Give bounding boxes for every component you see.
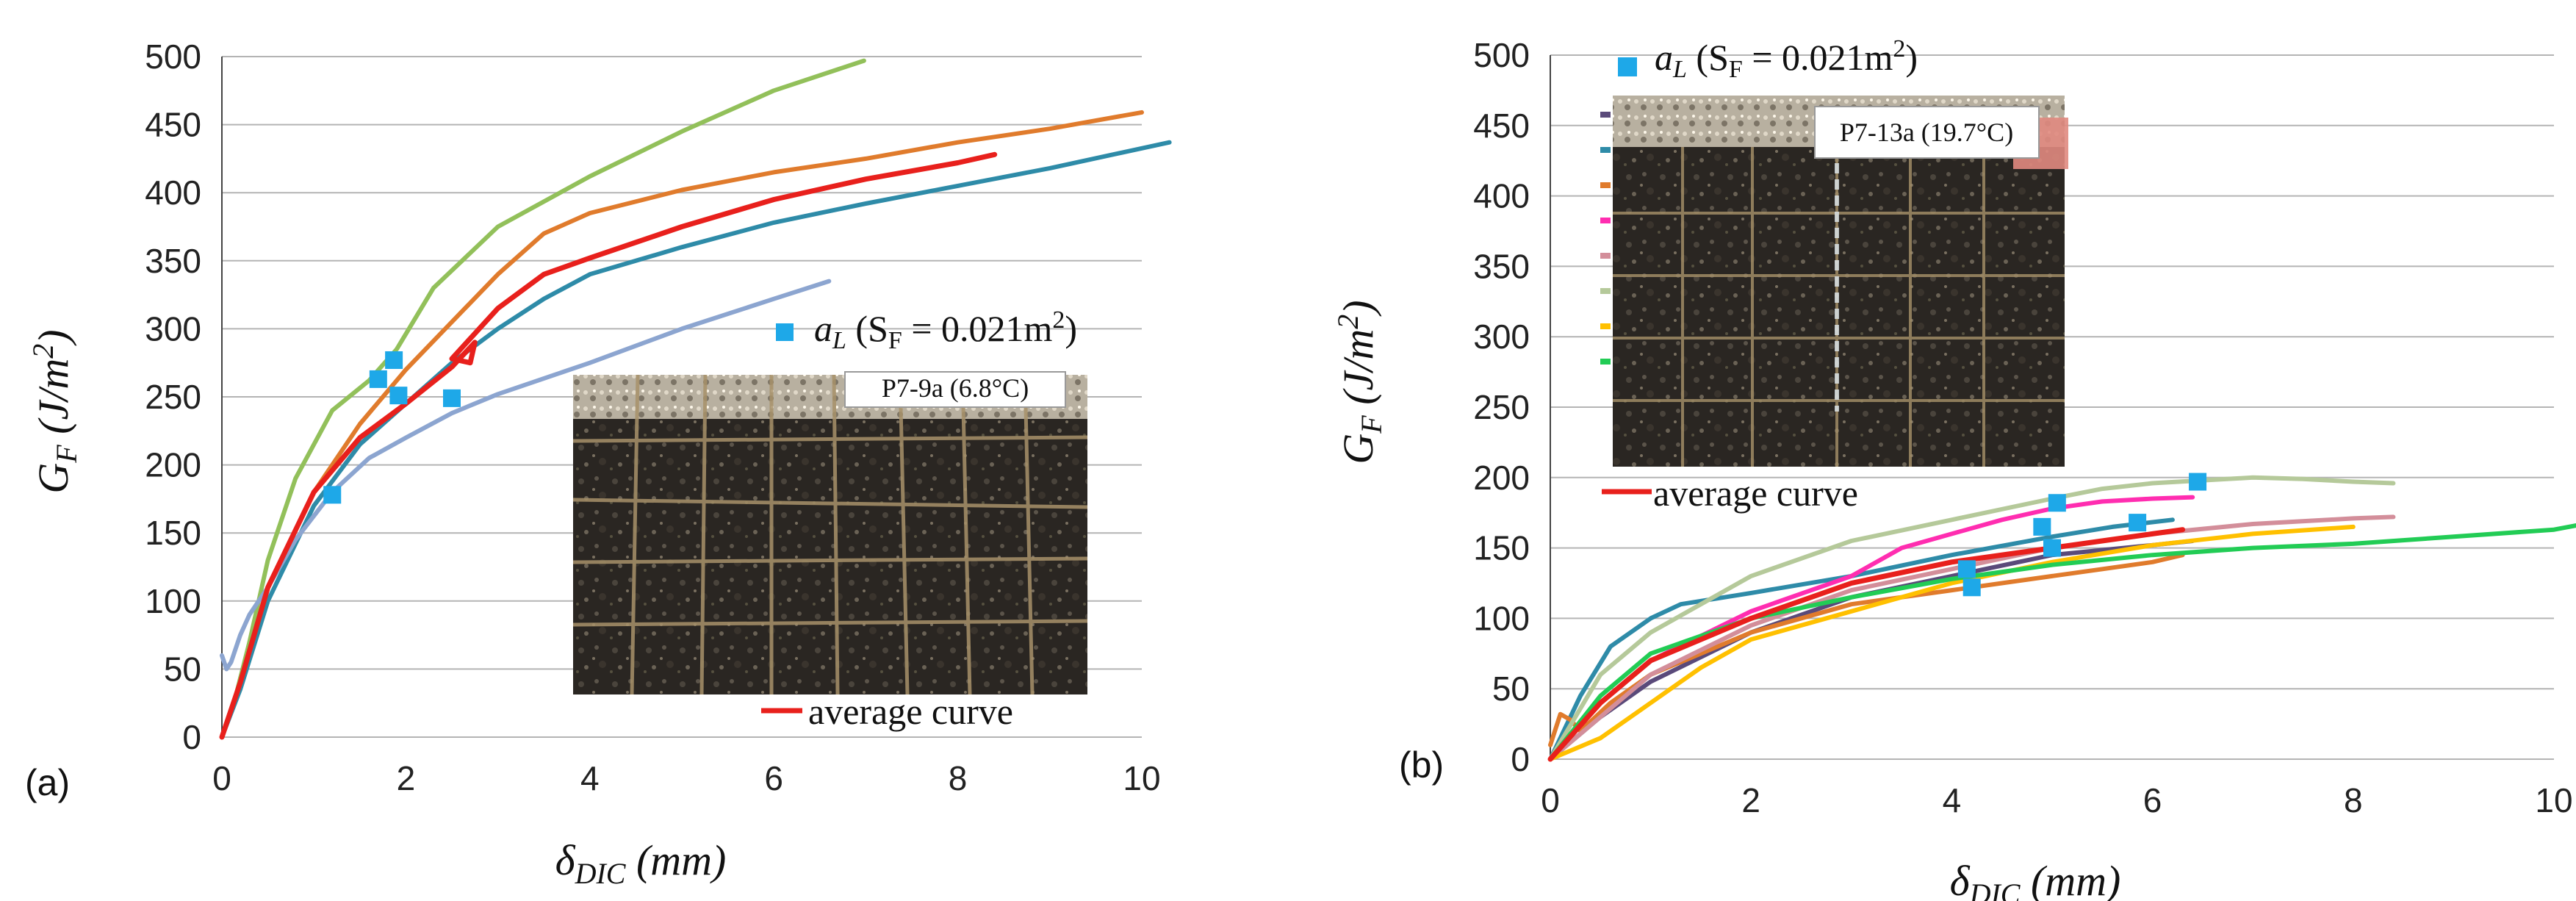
panel-b: P7-13a (19.7°C) 050100150200250300350400… — [1331, 35, 2576, 901]
series-line-3 — [220, 140, 1172, 739]
markers-b — [1957, 473, 2207, 597]
aL-marker — [385, 351, 403, 369]
legend-series-swatch — [1600, 182, 1611, 188]
aL-marker — [2033, 517, 2051, 536]
x-tick-label: 8 — [2344, 781, 2363, 819]
y-axis-title-b: GF (J/m2) — [1331, 300, 1388, 464]
svg-text:aL (SF = 0.021m2): aL (SF = 0.021m2) — [1655, 35, 1918, 83]
legend-average-label-b: average curve — [1653, 473, 1858, 514]
legend-marker-label-b: a — [1655, 37, 1673, 78]
legend-marker-swatch-a — [776, 323, 794, 341]
y-tick-label: 150 — [1473, 529, 1530, 567]
y-tick-label: 200 — [1473, 459, 1530, 497]
x-tick-label: 10 — [1123, 759, 1160, 797]
y-tick-label: 50 — [1492, 670, 1530, 708]
legend-average-label-a: average curve — [808, 691, 1013, 732]
series-line-1 — [220, 58, 866, 739]
x-axis-title-b: δDIC (mm) — [1950, 857, 2121, 901]
aL-marker — [369, 370, 387, 388]
y-tick-label: 500 — [1473, 36, 1530, 74]
y-tick-label: 450 — [1473, 107, 1530, 145]
series-line-7 — [1548, 524, 2356, 761]
series-line-8 — [1548, 523, 2576, 761]
aL-marker — [443, 389, 461, 407]
x-tick-label: 8 — [949, 759, 968, 797]
y-tick-label: 100 — [1473, 599, 1530, 637]
series-line-5 — [1548, 514, 2396, 761]
panel-a: P7-9a (6.8°C) 05010015020025030035040045… — [25, 37, 1172, 890]
legend-series-swatch — [1600, 288, 1611, 294]
y-tick-label: 500 — [145, 37, 201, 76]
series-line-2 — [1548, 517, 2175, 761]
legend-series-swatch — [1600, 112, 1611, 118]
aL-marker — [389, 387, 408, 405]
legend-series-swatch — [1600, 147, 1611, 153]
aL-marker — [2043, 539, 2061, 557]
x-tick-label: 4 — [580, 759, 600, 797]
x-tick-label: 4 — [1943, 781, 1962, 819]
photo-label-a: P7-9a (6.8°C) — [882, 373, 1029, 403]
y-tick-label: 100 — [145, 582, 201, 620]
y-tick-label: 350 — [1473, 247, 1530, 285]
tick-labels-a: 0 50 100 150 200 250 300 350 400 450 500 0 2 4 6 8 10 — [145, 37, 1160, 797]
y-tick-label: 350 — [145, 242, 201, 280]
y-tick-label: 400 — [1473, 177, 1530, 215]
aL-marker — [2048, 494, 2066, 512]
tick-labels-b: 0 50 100 150 200 250 300 350 400 450 500 0 2 4 6 8 10 — [1473, 36, 2572, 819]
average-curve-line — [1547, 527, 2186, 762]
series-lines-a — [219, 58, 1172, 740]
y-axis-title-a: GF (J/m2) — [26, 329, 83, 493]
legend-series-swatch — [1600, 218, 1611, 223]
legend-swatches-b — [1600, 112, 1611, 365]
legend-marker-swatch-b — [1618, 57, 1637, 76]
y-tick-label: 400 — [145, 173, 201, 212]
aL-marker — [2189, 473, 2207, 491]
y-tick-label: 300 — [145, 309, 201, 348]
legend-series-swatch — [1600, 253, 1611, 259]
series-line-4 — [220, 279, 832, 672]
aL-marker — [1957, 560, 1976, 578]
x-tick-label: 2 — [397, 759, 416, 797]
legend-series-swatch — [1600, 323, 1611, 329]
y-tick-label: 250 — [145, 378, 201, 416]
y-tick-label: 300 — [1473, 317, 1530, 356]
specimen-photo-b: P7-13a (19.7°C) — [1613, 96, 2068, 467]
panel-label-a: (a) — [25, 762, 70, 803]
x-tick-label: 0 — [212, 759, 231, 797]
x-tick-label: 2 — [1741, 781, 1760, 819]
y-tick-label: 50 — [164, 650, 201, 688]
series-line-3 — [1548, 553, 2185, 747]
y-tick-label: 250 — [1473, 388, 1530, 426]
photo-label-b: P7-13a (19.7°C) — [1840, 118, 2013, 147]
svg-text:aL (SF = 0.021m2): aL (SF = 0.021m2) — [814, 306, 1077, 354]
x-axis-title-a: δDIC (mm) — [555, 836, 727, 890]
y-tick-label: 0 — [182, 718, 201, 756]
legend-series-swatch — [1600, 359, 1611, 365]
specimen-photo-a: P7-9a (6.8°C) — [572, 371, 1088, 695]
y-tick-label: 200 — [145, 446, 201, 484]
markers-a — [323, 351, 461, 504]
aL-marker — [323, 486, 342, 504]
legend-a: aL (SF = 0.021m2) average curve — [761, 306, 1077, 732]
y-tick-label: 0 — [1511, 740, 1530, 778]
legend-marker-label-a: a — [814, 308, 832, 349]
y-tick-label: 450 — [145, 106, 201, 144]
panel-label-b: (b) — [1399, 744, 1444, 786]
aL-marker — [1962, 578, 1981, 597]
x-tick-label: 6 — [2143, 781, 2162, 819]
x-tick-label: 6 — [764, 759, 783, 797]
y-tick-label: 150 — [145, 514, 201, 552]
aL-marker — [2129, 514, 2147, 532]
x-tick-label: 0 — [1541, 781, 1560, 819]
legend-b: aL (SF = 0.021m2) average curve — [1602, 35, 1918, 514]
x-tick-label: 10 — [2535, 781, 2572, 819]
average-curve-line — [219, 151, 998, 740]
